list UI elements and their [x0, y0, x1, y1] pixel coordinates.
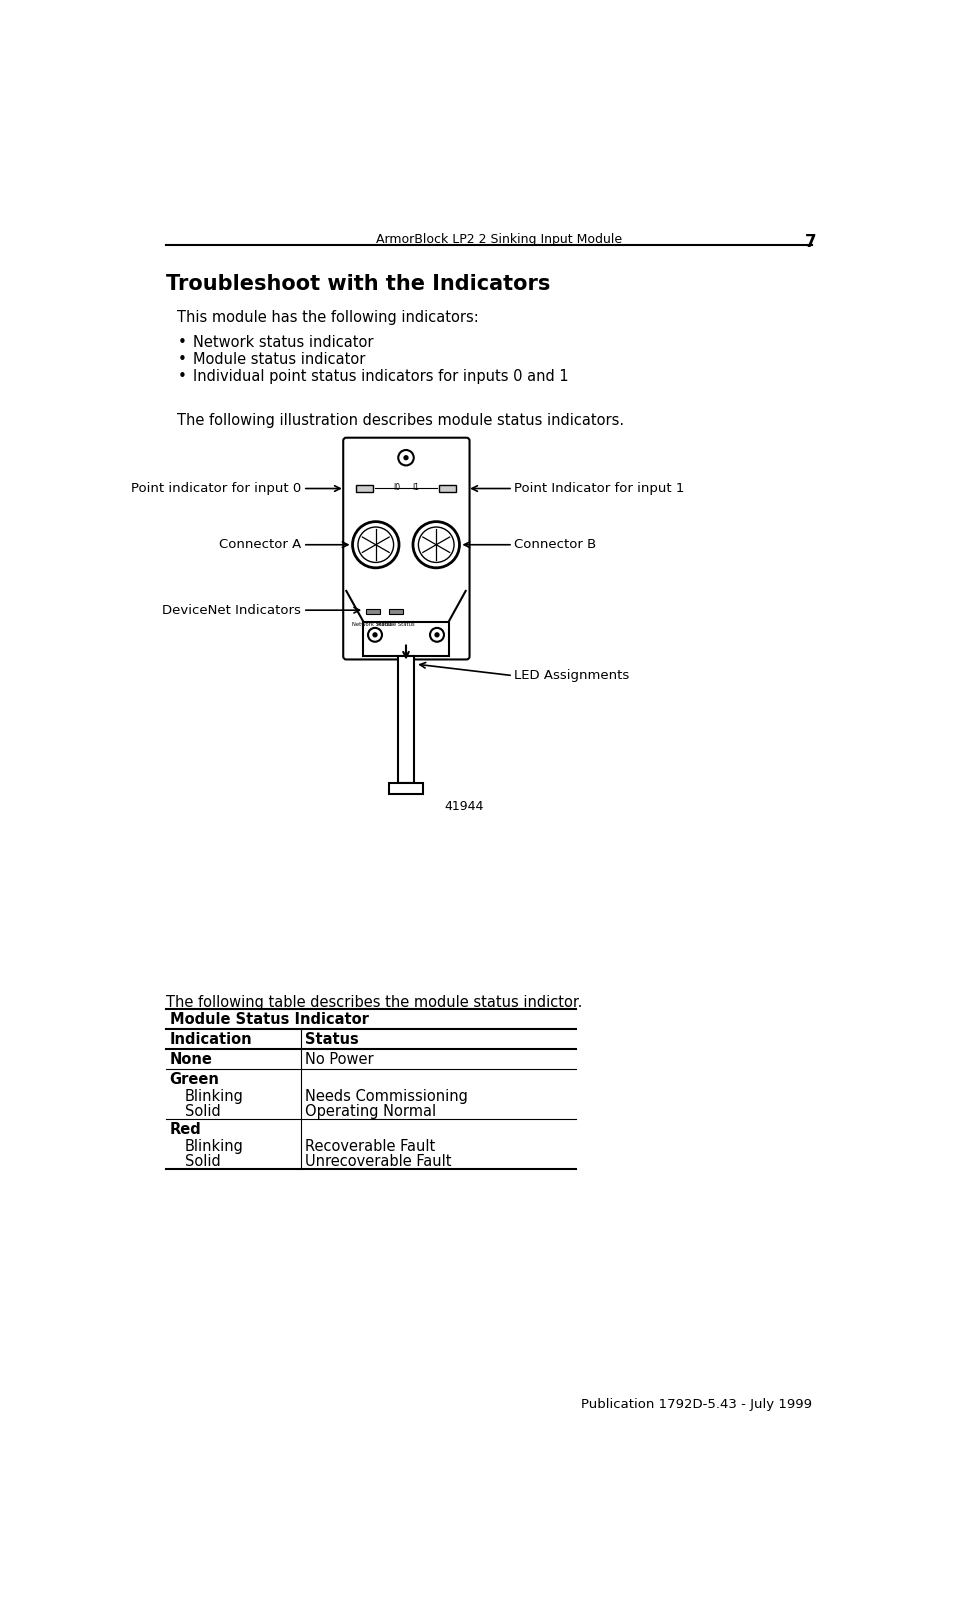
Bar [397, 656, 414, 784]
Text: Red: Red [170, 1122, 201, 1138]
Text: Operating Normal: Operating Normal [305, 1104, 436, 1118]
Text: 41944: 41944 [444, 800, 483, 813]
Text: Connector B: Connector B [514, 538, 597, 551]
Text: Solid: Solid [185, 1104, 221, 1118]
Text: Troubleshoot with the Indicators: Troubleshoot with the Indicators [166, 273, 550, 294]
Bar [438, 485, 456, 492]
Text: DeviceNet Indicators: DeviceNet Indicators [162, 604, 301, 617]
Bar [389, 784, 422, 794]
Text: ArmorBlock LP2 2 Sinking Input Module: ArmorBlock LP2 2 Sinking Input Module [375, 233, 621, 246]
Text: Unrecoverable Fault: Unrecoverable Fault [305, 1154, 452, 1168]
Text: Point indicator for input 0: Point indicator for input 0 [131, 482, 301, 495]
Text: I1: I1 [412, 484, 418, 492]
Bar [365, 609, 379, 614]
Circle shape [373, 633, 376, 636]
Text: Module status indicator: Module status indicator [193, 352, 365, 368]
Text: Needs Commissioning: Needs Commissioning [305, 1090, 468, 1104]
Circle shape [435, 633, 438, 636]
Text: Individual point status indicators for inputs 0 and 1: Individual point status indicators for i… [193, 370, 568, 384]
Text: Blinking: Blinking [185, 1090, 244, 1104]
Text: Network Status: Network Status [352, 622, 393, 627]
FancyBboxPatch shape [343, 437, 469, 659]
Text: I0: I0 [393, 484, 400, 492]
Text: •: • [177, 352, 186, 368]
Text: Recoverable Fault: Recoverable Fault [305, 1139, 435, 1154]
Text: 7: 7 [804, 233, 816, 251]
Text: The following illustration describes module status indicators.: The following illustration describes mod… [177, 413, 624, 427]
Text: Module Status: Module Status [376, 622, 415, 627]
Text: Green: Green [170, 1072, 219, 1088]
Text: LED Assignments: LED Assignments [514, 669, 629, 681]
Text: Blinking: Blinking [185, 1139, 244, 1154]
Text: Solid: Solid [185, 1154, 221, 1168]
Text: Publication 1792D-5.43 - July 1999: Publication 1792D-5.43 - July 1999 [580, 1398, 811, 1411]
Text: Status: Status [305, 1032, 358, 1048]
Text: Connector A: Connector A [219, 538, 301, 551]
Text: This module has the following indicators:: This module has the following indicators… [177, 310, 478, 325]
Text: No Power: No Power [305, 1053, 374, 1067]
Text: Indication: Indication [170, 1032, 252, 1048]
Text: •: • [177, 370, 186, 384]
Bar [389, 609, 402, 614]
Text: The following table describes the module status indictor.: The following table describes the module… [166, 995, 581, 1011]
Text: •: • [177, 336, 186, 350]
Text: None: None [170, 1053, 213, 1067]
Text: Network status indicator: Network status indicator [193, 336, 373, 350]
Text: Module Status Indicator: Module Status Indicator [170, 1012, 368, 1027]
Text: Point Indicator for input 1: Point Indicator for input 1 [514, 482, 684, 495]
Bar [355, 485, 373, 492]
Circle shape [404, 456, 408, 460]
Bar [363, 622, 448, 656]
